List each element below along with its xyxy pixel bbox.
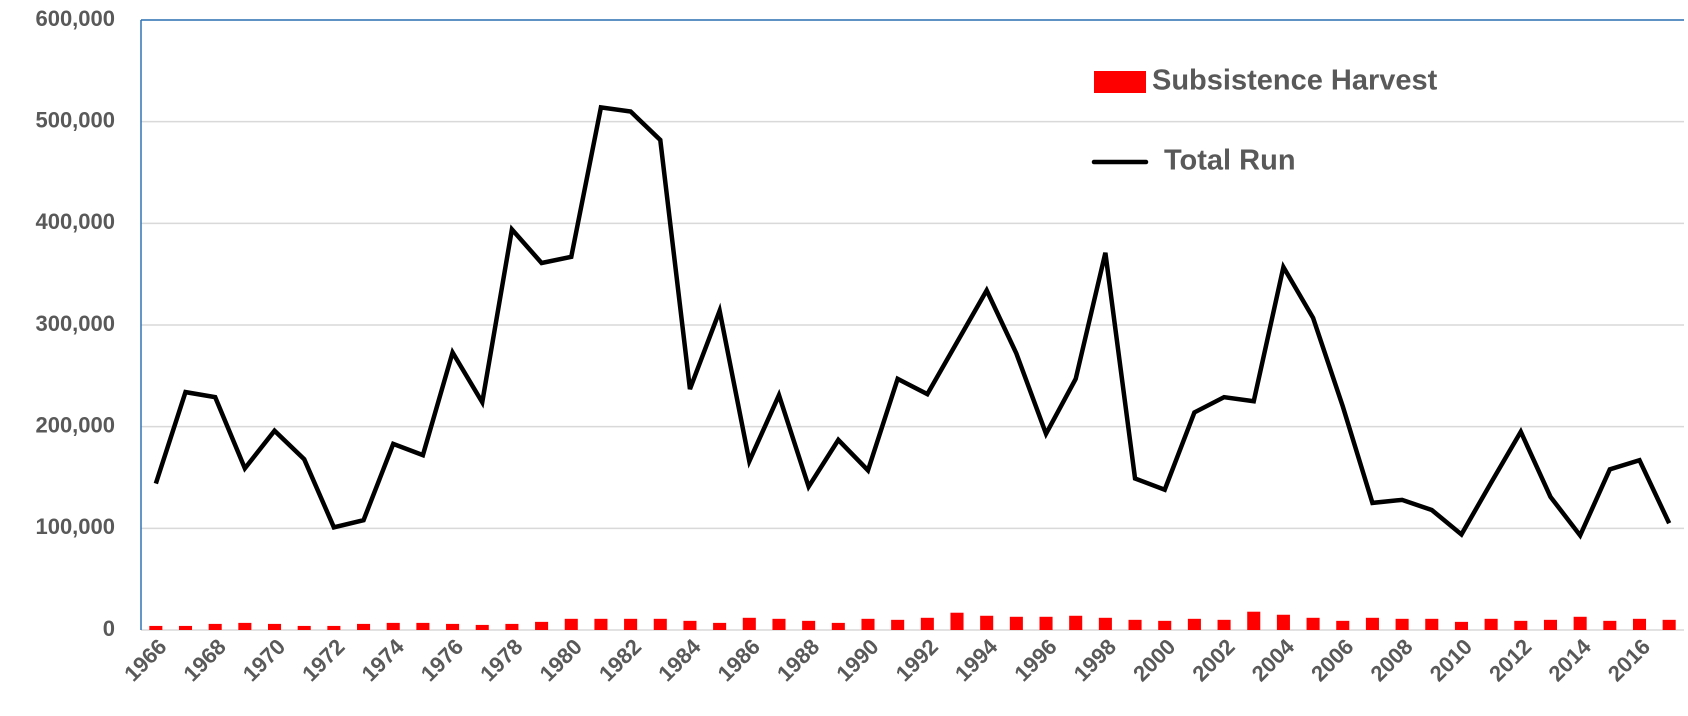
x-tick-label: 2008 — [1365, 634, 1417, 686]
bar — [475, 624, 489, 630]
x-tick-label: 2006 — [1306, 634, 1358, 686]
x-tick-label: 1972 — [297, 634, 349, 686]
bar — [1158, 620, 1172, 630]
x-tick-label: 2016 — [1603, 634, 1655, 686]
x-tick-label: 1998 — [1069, 634, 1121, 686]
x-tick-label: 1994 — [950, 633, 1003, 686]
x-tick-label: 1988 — [772, 634, 824, 686]
bar — [742, 617, 756, 630]
bar — [1336, 620, 1350, 630]
bar — [980, 615, 994, 630]
bar — [1365, 617, 1379, 630]
bar — [624, 618, 638, 630]
bar — [1425, 618, 1439, 630]
bar — [357, 623, 371, 630]
x-tick-label: 1996 — [1009, 634, 1061, 686]
bar — [446, 623, 460, 630]
line — [153, 104, 1672, 540]
bar — [1632, 618, 1647, 630]
x-tick-label: 2010 — [1425, 634, 1477, 686]
x-tick-label: 2004 — [1247, 633, 1300, 686]
bar — [1484, 618, 1498, 630]
x-tick-label: 1976 — [416, 634, 468, 686]
bar — [386, 622, 400, 630]
bar — [416, 622, 430, 630]
x-tick-label: 1978 — [475, 634, 527, 686]
bar — [1128, 619, 1142, 630]
bar — [891, 619, 905, 630]
legend-label: Subsistence Harvest — [1152, 65, 1438, 97]
bar — [1395, 618, 1409, 630]
bar — [1217, 619, 1231, 630]
x-tick-label: 1980 — [535, 634, 587, 686]
legend-label: Total Run — [1164, 145, 1296, 177]
bar — [1306, 617, 1320, 630]
bar — [920, 617, 934, 630]
x-tick-label: 1982 — [594, 634, 646, 686]
y-tick-label: 600,000 — [35, 6, 115, 31]
bar — [772, 618, 786, 630]
y-tick-label: 200,000 — [35, 412, 115, 437]
bar — [208, 623, 222, 630]
bar — [297, 625, 311, 630]
x-tick-label: 1986 — [713, 634, 765, 686]
bar — [683, 620, 697, 630]
x-tick-label: 2012 — [1484, 634, 1536, 686]
bar — [238, 622, 252, 630]
bar — [535, 621, 549, 630]
bar — [1039, 616, 1053, 630]
x-tick-label: 1984 — [653, 633, 706, 686]
y-tick-label: 100,000 — [35, 514, 115, 539]
bar — [861, 618, 875, 630]
bar — [950, 612, 964, 630]
bar — [178, 625, 193, 630]
x-tick-label: 1990 — [831, 634, 883, 686]
bar — [1543, 619, 1557, 630]
x-tick-label: 1992 — [891, 634, 943, 686]
bar — [1573, 616, 1587, 630]
bar — [1098, 617, 1112, 630]
x-tick-label: 1966 — [119, 634, 171, 686]
legend-swatch — [1094, 71, 1146, 93]
bar — [1276, 614, 1290, 630]
bar — [268, 623, 282, 630]
y-tick-label: 300,000 — [35, 311, 115, 336]
x-tick-label: 2002 — [1187, 634, 1239, 686]
x-tick-label: 2000 — [1128, 634, 1180, 686]
bar — [327, 625, 341, 630]
bar — [1069, 615, 1083, 630]
bar — [1662, 619, 1676, 630]
bar — [653, 618, 667, 630]
bar — [802, 620, 816, 630]
bar — [1514, 620, 1528, 630]
bar — [149, 625, 163, 630]
bar — [505, 623, 519, 630]
bar — [831, 622, 845, 630]
x-tick-label: 1970 — [238, 634, 290, 686]
bar — [594, 618, 608, 630]
y-tick-label: 400,000 — [35, 209, 115, 234]
bar — [1454, 621, 1468, 630]
x-tick-label: 1968 — [179, 634, 231, 686]
bar — [564, 618, 578, 630]
x-tick-label: 2014 — [1543, 633, 1596, 686]
bar — [1187, 618, 1201, 630]
x-tick-label: 1974 — [357, 633, 410, 686]
bar — [1603, 620, 1617, 630]
y-tick-label: 0 — [103, 616, 115, 641]
bar — [1009, 616, 1023, 630]
bar — [713, 622, 727, 630]
y-tick-label: 500,000 — [35, 107, 115, 132]
bar — [1247, 611, 1261, 630]
